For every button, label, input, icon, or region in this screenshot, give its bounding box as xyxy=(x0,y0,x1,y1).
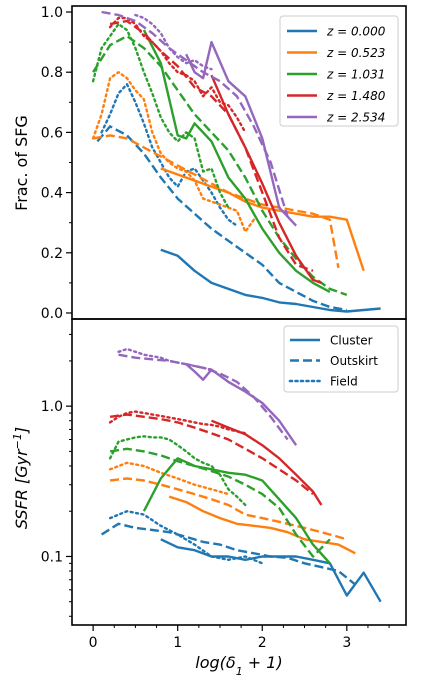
series-line-0-5 xyxy=(91,71,255,233)
series-line-0-11 xyxy=(108,16,247,134)
legend-label: Outskirt xyxy=(330,354,378,368)
series-line-0-1 xyxy=(96,125,348,312)
y-tick-label: 1.0 xyxy=(41,399,63,415)
top-y-ticks: 0.0 0.2 0.4 0.6 0.8 1.0 xyxy=(41,5,72,322)
y-tick-label: 1.0 xyxy=(41,5,63,21)
series-line-1-1 xyxy=(100,522,357,586)
series-line-0-0 xyxy=(160,248,381,313)
y-tick-label: 0.4 xyxy=(41,186,63,202)
bottom-y-ticks: 0.1 1.0 xyxy=(41,333,72,617)
series-line-1-3 xyxy=(168,495,356,555)
bottom-series-group xyxy=(100,347,382,603)
series-line-0-8 xyxy=(91,22,230,209)
series-line-1-2 xyxy=(108,510,264,565)
top-legend-items: z = 0.000 z = 0.523 z = 1.031 z = 1.480 z = … xyxy=(287,25,386,125)
x-tick-label: 3 xyxy=(342,635,351,651)
series-line-0-6 xyxy=(142,29,331,293)
bottom-legend-items: Cluster Outskirt Field xyxy=(288,334,378,389)
series-line-1-11 xyxy=(108,410,247,435)
series-line-0-14 xyxy=(134,13,213,71)
y-tick-label: 0.2 xyxy=(41,246,63,262)
series-line-1-10 xyxy=(109,413,314,496)
y-tick-label: 0.0 xyxy=(41,306,63,322)
legend-label: Field xyxy=(330,375,358,389)
y-tick-label: 0.8 xyxy=(41,65,63,81)
series-line-0-2 xyxy=(100,83,239,227)
legend-label: z = 0.000 xyxy=(326,25,386,39)
x-tick-label: 1 xyxy=(173,635,182,651)
series-line-0-4 xyxy=(92,134,340,269)
top-series-group xyxy=(91,10,381,313)
legend-label: Cluster xyxy=(330,334,373,348)
bottom-legend: Cluster Outskirt Field xyxy=(283,325,399,393)
series-line-1-6 xyxy=(142,457,331,565)
series-line-1-12 xyxy=(185,363,298,446)
legend-label: z = 2.534 xyxy=(326,111,385,125)
x-tick-label: 2 xyxy=(258,635,267,651)
series-line-0-13 xyxy=(101,10,289,218)
top-legend: z = 0.000 z = 0.523 z = 1.031 z = 1.480 z = … xyxy=(279,15,399,127)
series-line-1-4 xyxy=(109,477,348,541)
series-line-1-14 xyxy=(117,347,213,371)
bottom-panel-frame xyxy=(71,318,407,626)
top-legend-box xyxy=(279,15,399,127)
top-y-axis-label: Frac. of SFG xyxy=(12,115,31,211)
y-tick-label: 0.1 xyxy=(41,549,63,565)
series-line-1-9 xyxy=(211,419,323,506)
series-line-0-10 xyxy=(109,19,314,272)
series-line-1-5 xyxy=(108,461,230,496)
legend-label: z = 1.480 xyxy=(326,89,386,103)
top-panel: 0.0 0.2 0.4 0.6 0.8 1.0 Frac. of SFG z = 0.00… xyxy=(12,5,407,322)
x-tick-label: 0 xyxy=(89,635,98,651)
series-line-1-8 xyxy=(108,435,247,507)
legend-label: z = 0.523 xyxy=(326,46,385,60)
bottom-legend-box xyxy=(283,325,399,393)
series-line-1-7 xyxy=(109,447,331,558)
bottom-y-axis-label: SSFR [Gyr−1] xyxy=(11,427,32,529)
series-line-0-12 xyxy=(185,40,297,227)
y-tick-label: 0.6 xyxy=(41,125,63,141)
legend-label: z = 1.031 xyxy=(326,68,385,82)
